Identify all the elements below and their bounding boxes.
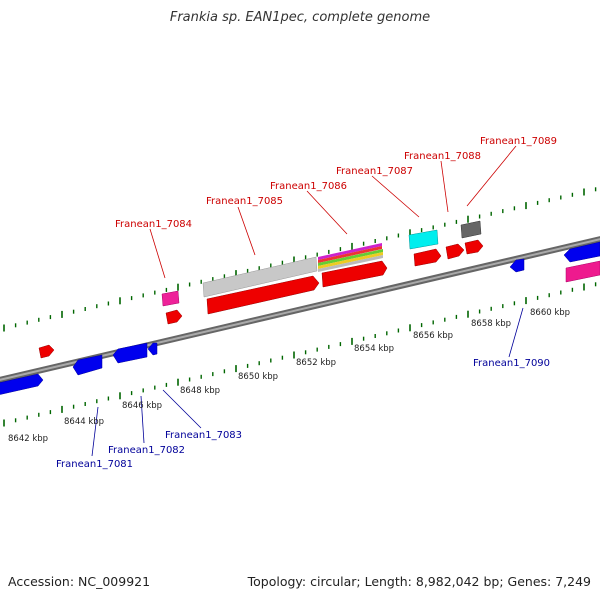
gene-small-forward-left[interactable]	[38, 344, 55, 359]
gene-franean1-7087-red[interactable]	[413, 248, 442, 267]
gene-franean1-7084-red[interactable]	[165, 309, 183, 325]
tick-labels: 8642 kbp 8644 kbp 8646 kbp 8648 kbp 8650…	[8, 308, 570, 444]
tick-label: 8658 kbp	[471, 319, 511, 329]
gene-label-franean1-7089[interactable]: Franean1_7089	[480, 136, 557, 147]
gene-franean1-7089-red[interactable]	[464, 239, 484, 255]
tick-label: 8646 kbp	[122, 401, 162, 411]
gene-small-reverse[interactable]	[147, 342, 158, 356]
forward-strand-features	[38, 220, 484, 359]
tick-label: 8648 kbp	[180, 386, 220, 396]
gene-right-pink[interactable]	[565, 260, 600, 283]
genome-stats-text: Topology: circular; Length: 8,982,042 bp…	[247, 574, 591, 589]
gene-label-franean1-7088[interactable]: Franean1_7088	[404, 151, 481, 162]
gene-franean1-7085-red[interactable]	[206, 275, 320, 315]
gene-franean1-7082[interactable]	[72, 354, 103, 376]
gene-right-reverse[interactable]	[563, 241, 600, 263]
gene-franean1-7084-pink[interactable]	[161, 290, 180, 307]
reverse-strand-features	[0, 241, 600, 395]
tick-label: 8650 kbp	[238, 372, 278, 382]
gene-label-franean1-7085[interactable]: Franean1_7085	[206, 196, 283, 207]
label-leader-lines	[91, 145, 524, 457]
gene-franean1-7081[interactable]	[0, 373, 44, 395]
tick-label: 8660 kbp	[530, 308, 570, 318]
gene-franean1-7087-cyan[interactable]	[408, 229, 439, 250]
gene-label-franean1-7084[interactable]: Franean1_7084	[115, 219, 192, 230]
gene-franean1-7086-red[interactable]	[321, 260, 388, 288]
tick-label: 8642 kbp	[8, 434, 48, 444]
gene-label-franean1-7081[interactable]: Franean1_7081	[56, 459, 133, 470]
tick-row-lower	[3, 282, 597, 427]
gene-label-franean1-7082[interactable]: Franean1_7082	[108, 445, 185, 456]
gene-franean1-7083[interactable]	[112, 342, 148, 364]
tick-label: 8652 kbp	[296, 358, 336, 368]
gene-label-franean1-7083[interactable]: Franean1_7083	[165, 430, 242, 441]
tick-label: 8656 kbp	[413, 331, 453, 341]
tick-label: 8654 kbp	[354, 344, 394, 354]
gene-franean1-7085-gray[interactable]	[202, 256, 318, 298]
gene-franean1-7088-red[interactable]	[445, 243, 465, 260]
gene-label-franean1-7086[interactable]: Franean1_7086	[270, 181, 347, 192]
gene-label-franean1-7090[interactable]: Franean1_7090	[473, 358, 550, 369]
gene-labels-reverse: Franean1_7081 Franean1_7082 Franean1_708…	[56, 358, 550, 470]
tick-label: 8644 kbp	[64, 417, 104, 427]
gene-labels: Franean1_7084 Franean1_7085 Franean1_708…	[115, 136, 557, 230]
gene-franean1-7090[interactable]	[509, 258, 525, 273]
gene-franean1-7089-gray[interactable]	[460, 220, 482, 239]
gene-label-franean1-7087[interactable]: Franean1_7087	[336, 166, 413, 177]
gene-franean1-7086-multicolor[interactable]	[318, 243, 383, 272]
map-title: Frankia sp. EAN1pec, complete genome	[169, 10, 431, 25]
accession-text: Accession: NC_009921	[8, 574, 151, 589]
